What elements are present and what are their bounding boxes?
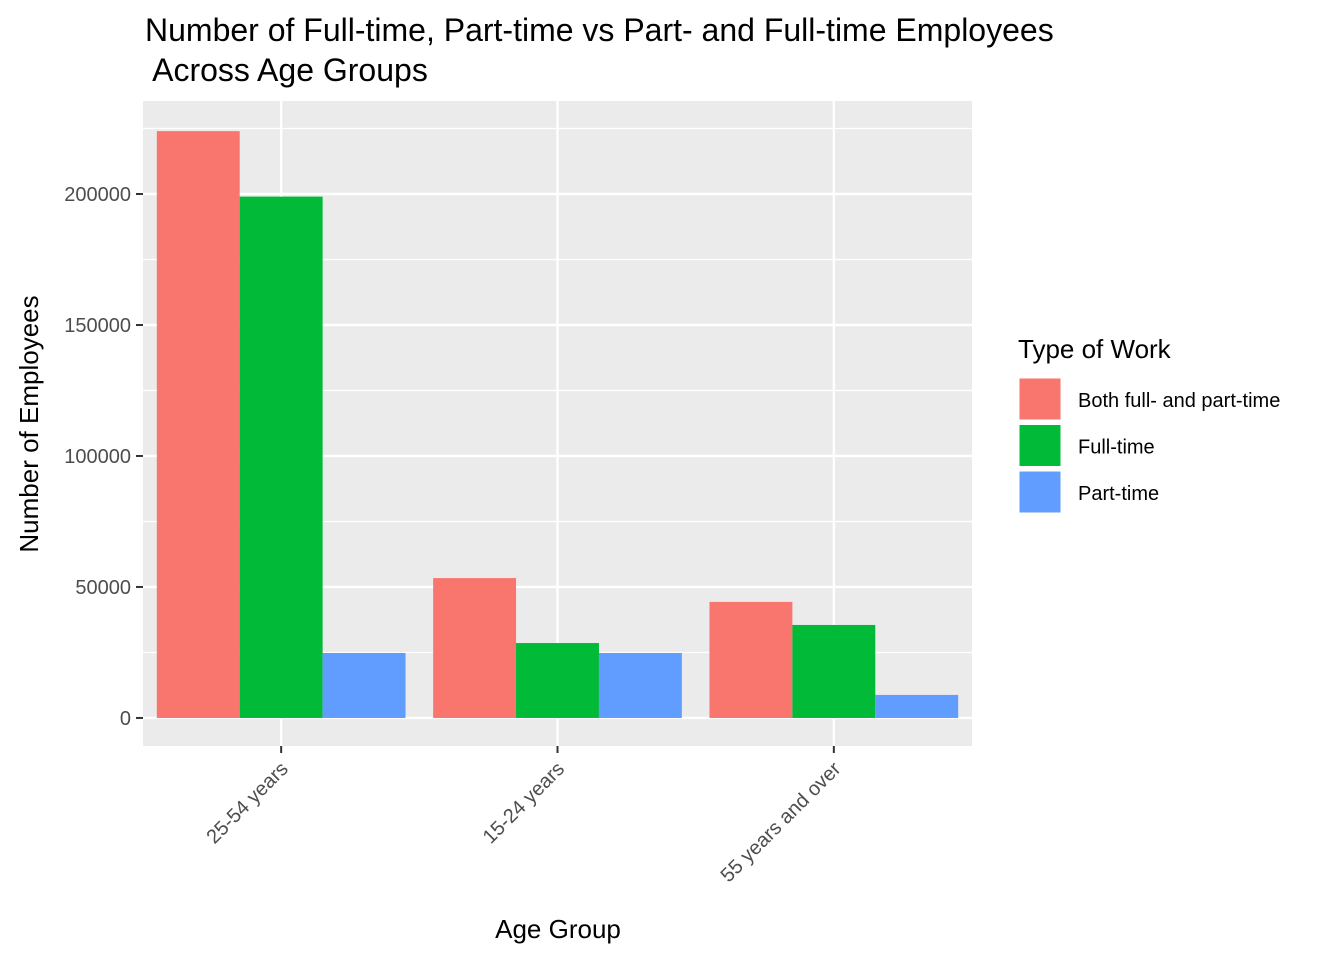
legend-key	[1018, 424, 1062, 467]
x-tick-label: 15-24 years	[479, 758, 569, 848]
bar	[322, 652, 406, 718]
bar	[709, 601, 793, 718]
bar	[792, 624, 876, 718]
bar	[239, 196, 323, 718]
x-tick-label: 55 years and over	[717, 758, 846, 887]
y-tick-label: 0	[120, 708, 131, 730]
bar	[875, 694, 959, 718]
bar	[598, 652, 682, 718]
legend-key	[1018, 470, 1062, 514]
bar	[433, 578, 517, 718]
y-tick-label: 50000	[75, 577, 131, 599]
bar	[516, 643, 599, 718]
bar	[156, 131, 240, 718]
x-tick-label: 25-54 years	[202, 758, 292, 848]
y-tick-label: 100000	[64, 446, 131, 468]
chart-title: Number of Full-time, Part-time vs Part- …	[145, 12, 1054, 88]
legend-label: Full-time	[1078, 437, 1155, 459]
legend-label: Part-time	[1078, 483, 1159, 505]
y-tick-label: 150000	[64, 315, 131, 337]
x-axis-title: Age Group	[495, 914, 621, 944]
legend-title: Type of Work	[1018, 334, 1172, 364]
legend-key	[1018, 377, 1062, 421]
legend-label: Both full- and part-time	[1078, 390, 1280, 412]
y-tick-label: 200000	[64, 184, 131, 206]
y-axis-title: Number of Employees	[14, 295, 44, 552]
